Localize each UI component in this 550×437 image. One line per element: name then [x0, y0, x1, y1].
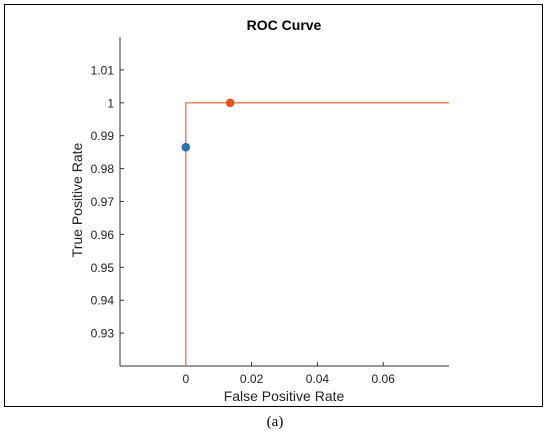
y-tick-label: 0.97 [91, 195, 115, 209]
axes-layer: 0.93 0.94 0.95 0.96 0.97 0.98 0.99 1 1.01 0 0.02 0.… [91, 37, 449, 386]
x-tick-label: 0.06 [372, 372, 396, 386]
y-tick-label: 0.95 [91, 261, 115, 275]
x-tick-label: 0 [182, 372, 189, 386]
y-tick-label: 0.94 [91, 294, 115, 308]
y-tick-label: 1.01 [91, 63, 115, 77]
roc-point-marker [181, 142, 191, 152]
y-tick-label: 0.99 [91, 129, 115, 143]
roc-chart: 0.93 0.94 0.95 0.96 0.97 0.98 0.99 1 1.01 0 0.02 0.… [69, 17, 449, 404]
x-tick-label: 0.02 [240, 372, 264, 386]
x-axis-label: False Positive Rate [224, 388, 345, 404]
y-tick-label: 1 [107, 96, 114, 110]
panel-caption: (a) [266, 414, 284, 430]
y-tick-label: 0.98 [91, 162, 115, 176]
roc-curve-line [185, 102, 449, 366]
chart-title: ROC Curve [247, 17, 322, 33]
y-tick-label: 0.93 [91, 327, 115, 341]
y-axis-label: True Positive Rate [69, 142, 85, 257]
series-layer [181, 98, 449, 366]
roc-point-marker [225, 98, 235, 108]
x-tick-label: 0.04 [306, 372, 330, 386]
y-tick-label: 0.96 [91, 228, 115, 242]
figure-frame [4, 4, 543, 407]
